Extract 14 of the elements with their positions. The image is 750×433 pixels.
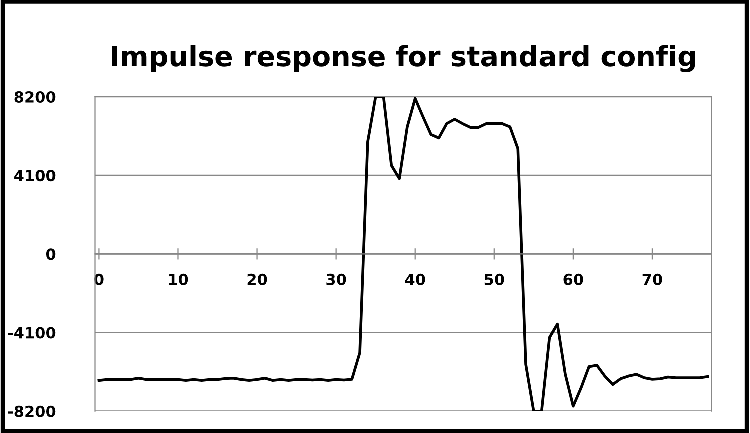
x-tick-label: 20 <box>248 274 268 286</box>
y-tick-label: 0 <box>46 248 56 260</box>
x-tick-label: 30 <box>326 274 346 286</box>
x-tick-label: 50 <box>484 274 504 286</box>
y-tick-label: 8200 <box>14 91 56 104</box>
x-tick-label: 70 <box>642 274 662 286</box>
x-tick-label: 0 <box>94 274 104 286</box>
y-tick-label: 4100 <box>14 170 56 182</box>
y-tick-label: -8200 <box>8 406 56 418</box>
x-tick-label: 40 <box>405 274 426 286</box>
y-tick-label: -4100 <box>8 327 56 339</box>
chart-title: Impulse response for standard config <box>112 45 696 72</box>
x-tick-label: 10 <box>169 274 188 286</box>
x-tick-label: 60 <box>564 274 584 286</box>
